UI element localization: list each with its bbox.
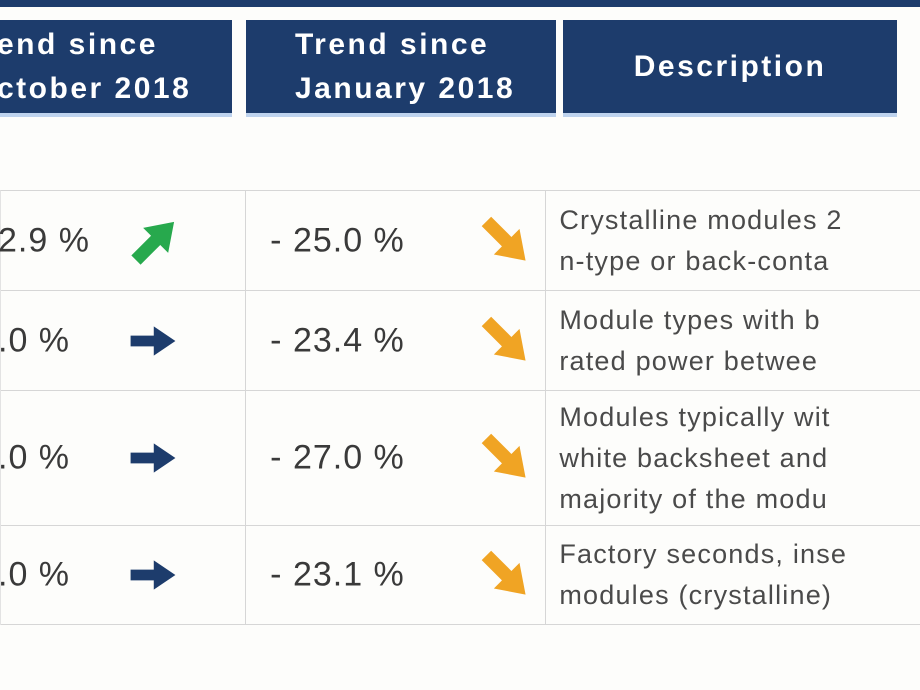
description-line: Factory seconds, inse (559, 539, 848, 569)
trend-january-value: - 23.4 % (270, 321, 405, 359)
trend-october-value: .0 % (0, 438, 71, 477)
table-row: .0 % - 23.1 % Factory seconds, inse modu… (0, 526, 920, 625)
description-line: modules (crystalline) (559, 580, 833, 610)
cell-trend-october: .0 % (0, 526, 247, 624)
description-line: n-type or back-conta (559, 245, 830, 276)
trend-january-value: - 27.0 % (270, 438, 405, 477)
table-row: 2.9 % - 25.0 % Crystalline modules 2 n-t… (0, 191, 920, 291)
header-trend-january-line1: Trend since (295, 27, 490, 61)
cell-description: Modules typically wit white backsheet an… (546, 391, 920, 525)
trend-right-icon (128, 558, 178, 592)
cell-trend-january: - 25.0 % (246, 191, 547, 290)
cell-description: Crystalline modules 2 n-type or back-con… (546, 191, 920, 290)
trend-down-right-icon (472, 540, 541, 609)
trend-right-icon (128, 324, 178, 358)
header-trend-january-line2: January 2018 (295, 71, 516, 105)
trend-up-right-icon (121, 207, 188, 274)
description-line: Crystalline modules 2 (559, 204, 843, 235)
trend-october-value: .0 % (0, 555, 71, 594)
trend-right-icon (128, 441, 178, 475)
cell-trend-october: .0 % (0, 291, 247, 390)
header-description: Description (563, 20, 897, 117)
description-line: Modules typically wit (559, 401, 831, 432)
description-line: rated power betwee (559, 345, 819, 376)
cell-trend-january: - 27.0 % (246, 391, 547, 525)
cell-description: Factory seconds, inse modules (crystalli… (546, 526, 920, 624)
cell-trend-october: 2.9 % (0, 191, 247, 290)
cell-trend-january: - 23.4 % (246, 291, 547, 390)
header-trend-october-line2: ctober 2018 (0, 71, 192, 105)
cropped-row-strip (0, 0, 920, 7)
trend-october-value: 2.9 % (0, 221, 90, 259)
trend-down-right-icon (472, 306, 541, 375)
price-trend-table: 2.9 % - 25.0 % Crystalline modules 2 n-t… (0, 190, 920, 625)
trend-down-right-icon (472, 206, 541, 275)
description-line: majority of the modu (559, 483, 828, 514)
header-trend-january: Trend since January 2018 (246, 20, 556, 117)
trend-january-value: - 25.0 % (270, 221, 405, 259)
description-line: Module types with b (559, 304, 821, 335)
trend-october-value: .0 % (0, 321, 71, 359)
description-line: white backsheet and (559, 442, 829, 473)
table-row: .0 % - 27.0 % Modules typically wit whit… (0, 391, 920, 526)
header-description-label: Description (633, 49, 827, 83)
table-row: .0 % - 23.4 % Module types with b rated … (0, 291, 920, 391)
trend-january-value: - 23.1 % (270, 555, 405, 594)
cell-trend-october: .0 % (0, 391, 247, 525)
trend-down-right-icon (472, 423, 541, 492)
cell-description: Module types with b rated power betwee (546, 291, 920, 390)
header-trend-october-line1: end since (0, 27, 158, 61)
cell-trend-january: - 23.1 % (246, 526, 547, 624)
header-trend-october: end since ctober 2018 (0, 20, 232, 117)
